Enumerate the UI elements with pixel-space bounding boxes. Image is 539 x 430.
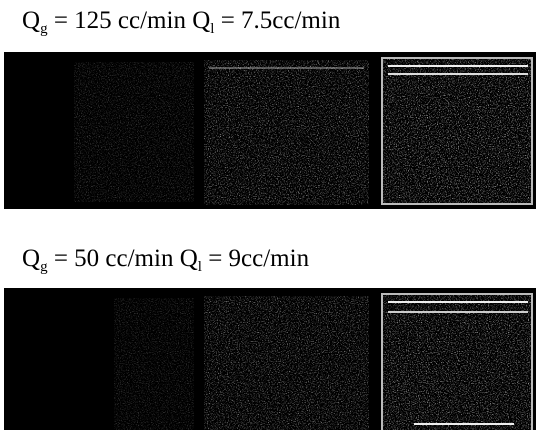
subscript: g <box>40 21 48 37</box>
caption: Qg = 125 cc/min Ql = 7.5cc/min <box>22 6 340 36</box>
symbol: Q <box>22 7 40 34</box>
symbol: Q <box>22 245 40 272</box>
symbol: Q <box>192 7 210 34</box>
symbol: Q <box>180 245 198 272</box>
caption: Qg = 50 cc/min Ql = 9cc/min <box>22 244 309 274</box>
value: = 9cc/min <box>202 245 309 272</box>
photo <box>4 52 536 209</box>
value: = 50 cc/min <box>48 245 180 272</box>
subscript: g <box>40 259 48 275</box>
value: = 125 cc/min <box>48 7 193 34</box>
value: = 7.5cc/min <box>214 7 340 34</box>
photo <box>4 288 536 430</box>
figure: Qg = 125 cc/min Ql = 7.5cc/min Qg = 50 c… <box>0 0 539 430</box>
